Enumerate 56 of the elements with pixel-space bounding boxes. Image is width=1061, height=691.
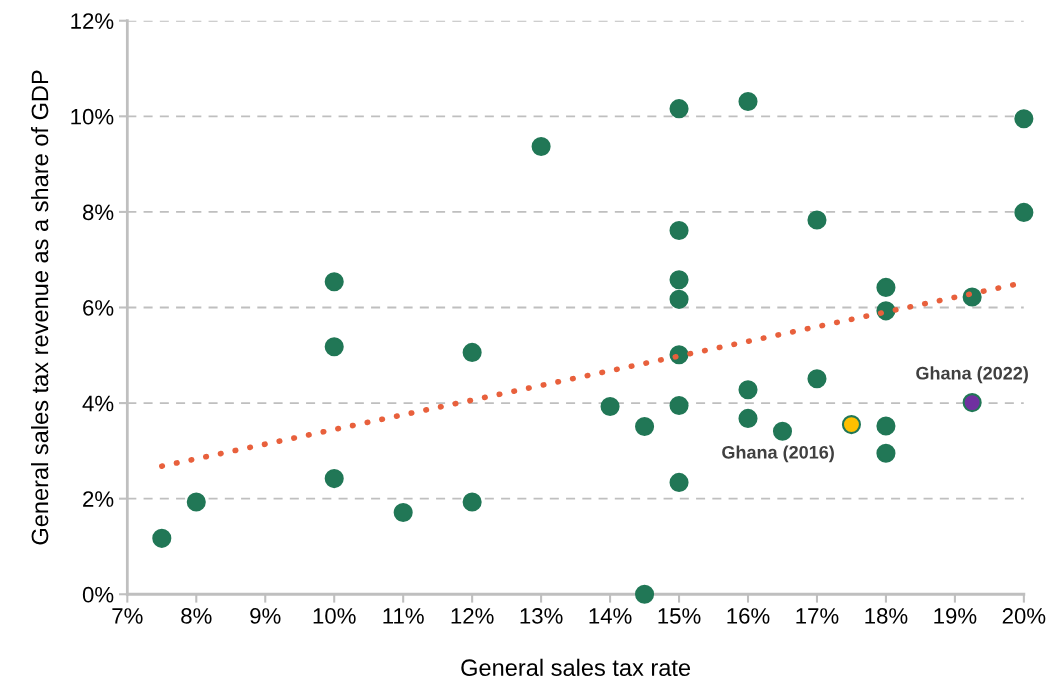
point <box>324 272 344 292</box>
x-tick-label: 17% <box>796 608 839 624</box>
x-tick-label: 18% <box>865 608 908 624</box>
y-axis-title: General sales tax revenue as a share of GDP <box>30 70 49 545</box>
point <box>807 369 827 389</box>
point <box>462 492 482 512</box>
x-tick-label: 14% <box>589 608 632 624</box>
y-tick-label: 10% <box>71 108 114 125</box>
point <box>841 415 861 435</box>
x-tick-label: 9% <box>250 608 281 624</box>
point <box>635 584 655 604</box>
x-axis-title: General sales tax rate <box>461 658 691 677</box>
y-tick-label: 8% <box>82 204 114 221</box>
point <box>462 342 482 362</box>
x-tick-label: 19% <box>934 608 977 624</box>
point <box>600 396 620 416</box>
x-tick-label: 16% <box>727 608 770 624</box>
x-tick-label: 10% <box>313 608 356 624</box>
point <box>669 99 689 119</box>
x-tick-label: 13% <box>520 608 563 624</box>
y-tick-label: 4% <box>82 395 114 412</box>
point <box>324 337 344 357</box>
annotation: Ghana (2016) <box>722 445 834 463</box>
x-tick-label: 12% <box>451 608 494 624</box>
point <box>324 469 344 489</box>
point <box>962 393 982 413</box>
point <box>393 502 413 523</box>
point <box>669 289 689 309</box>
x-tick-label: 11% <box>383 608 424 624</box>
point <box>669 395 689 416</box>
x-tick-label: 20% <box>1002 608 1046 624</box>
point <box>876 416 896 436</box>
point <box>531 136 551 156</box>
point <box>152 528 172 548</box>
point <box>1014 202 1034 222</box>
x-tick-label: 8% <box>181 608 212 624</box>
point <box>772 421 793 441</box>
y-tick-label: 6% <box>83 300 114 316</box>
point <box>876 443 896 463</box>
y-tick-label: 12% <box>71 13 114 29</box>
y-tick-label: 2% <box>83 491 114 507</box>
point <box>738 380 758 400</box>
x-tick-label: 15% <box>658 608 701 624</box>
annotation: Ghana (2022) <box>916 366 1028 384</box>
point <box>635 416 655 437</box>
point <box>807 210 827 230</box>
point <box>669 472 689 492</box>
y-tick-label: 0% <box>82 586 114 603</box>
point <box>1014 109 1034 129</box>
point <box>738 91 758 112</box>
point <box>669 221 689 241</box>
point <box>876 277 896 297</box>
point <box>738 408 758 428</box>
x-tick-label: 7% <box>112 608 143 624</box>
point <box>669 270 689 290</box>
point <box>186 492 206 512</box>
